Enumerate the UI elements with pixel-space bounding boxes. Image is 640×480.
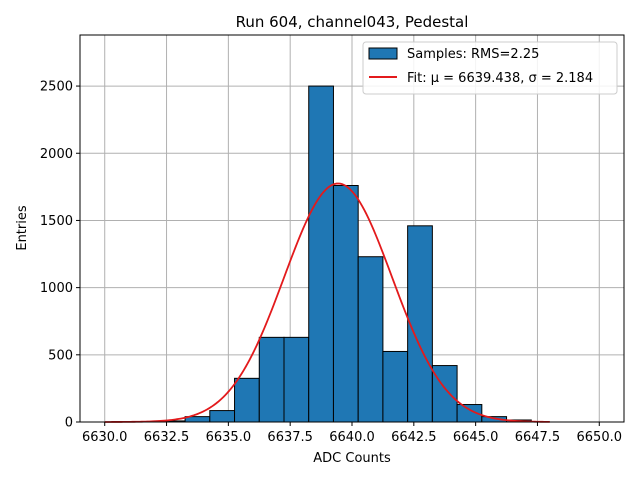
histogram-bar xyxy=(209,410,236,423)
x-tick-label: 6632.5 xyxy=(144,430,190,445)
y-tick-label: 1000 xyxy=(40,281,73,296)
y-tick-label: 500 xyxy=(48,348,73,363)
x-tick-label: 6637.5 xyxy=(267,430,313,445)
y-tick-label: 2000 xyxy=(40,147,73,162)
chart-title: Run 604, channel043, Pedestal xyxy=(236,13,469,31)
fit-curve-group xyxy=(104,182,550,423)
y-tick-label: 0 xyxy=(65,416,73,431)
y-tick-label: 1500 xyxy=(40,214,73,229)
x-axis-label: ADC Counts xyxy=(313,451,391,466)
histogram-bar xyxy=(382,350,409,423)
y-tick-label: 2500 xyxy=(40,80,73,95)
histogram-bar xyxy=(431,365,458,423)
x-tick-label: 6640.0 xyxy=(329,430,375,445)
legend: Samples: RMS=2.25 Fit: μ = 6639.438, σ =… xyxy=(362,41,618,95)
x-tick-label: 6635.0 xyxy=(206,430,252,445)
x-tick-label: 6645.0 xyxy=(453,430,499,445)
histogram-bar xyxy=(308,85,334,423)
histogram-bar xyxy=(332,185,359,423)
legend-fit-label: Fit: μ = 6639.438, σ = 2.184 xyxy=(407,71,593,86)
histogram-bar xyxy=(357,256,384,423)
histogram-bar xyxy=(283,336,310,423)
histogram-bar xyxy=(258,336,285,423)
x-tick-label: 6647.5 xyxy=(515,430,561,445)
histogram-bar xyxy=(407,225,433,423)
x-tick-label: 6630.0 xyxy=(82,430,128,445)
axis-ticks: 6630.0 6632.5 6635.0 6637.5 6640.0 6642.5 6645… xyxy=(40,80,622,445)
fit-curve xyxy=(104,182,550,423)
x-tick-label: 6642.5 xyxy=(391,430,437,445)
legend-histogram-label: Samples: RMS=2.25 xyxy=(407,47,539,62)
legend-histogram-swatch xyxy=(368,47,398,60)
y-axis-label: Entries xyxy=(15,205,30,251)
x-tick-label: 6650.0 xyxy=(577,430,623,445)
legend-box xyxy=(362,41,618,95)
histogram-bar xyxy=(234,377,260,423)
